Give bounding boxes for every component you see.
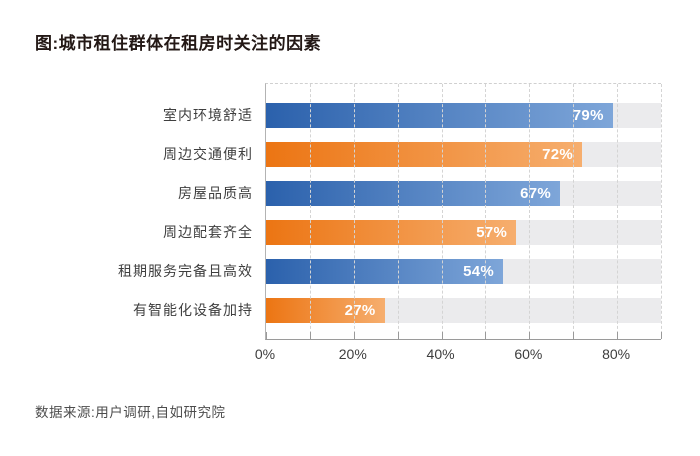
axis-tick bbox=[529, 332, 531, 339]
category-label: 有智能化设备加持 bbox=[133, 301, 253, 318]
x-axis: 0% 20% 40% 60% 80% bbox=[255, 346, 660, 366]
plot-area: 79% 72% 67% 57% 54% 27% bbox=[265, 83, 662, 340]
x-axis-label: 0% bbox=[254, 346, 276, 362]
axis-tick bbox=[441, 332, 443, 339]
axis-tick bbox=[573, 332, 575, 339]
x-axis-label: 40% bbox=[426, 346, 455, 362]
gridline bbox=[485, 84, 487, 339]
axis-tick bbox=[266, 332, 267, 339]
axis-tick bbox=[661, 332, 662, 339]
bar-value-label: 72% bbox=[542, 146, 573, 163]
bar: 67% bbox=[266, 181, 561, 206]
category-label: 室内环境舒适 bbox=[163, 106, 253, 123]
axis-tick bbox=[397, 332, 399, 339]
axis-tick bbox=[353, 332, 355, 339]
bar-row: 57% bbox=[266, 213, 661, 252]
bar-value-label: 79% bbox=[572, 107, 604, 124]
category-labels: 室内环境舒适 周边交通便利房屋品质高周边配套齐全租期服务完备且高效有智能化设备加持 bbox=[0, 95, 253, 329]
bar-row: 67% bbox=[266, 174, 661, 213]
bar: 79% bbox=[266, 103, 613, 128]
gridline bbox=[441, 84, 443, 339]
gridline bbox=[309, 84, 311, 339]
x-axis-label: 80% bbox=[602, 346, 631, 362]
gridline bbox=[573, 84, 575, 339]
category-label: 租期服务完备且高效 bbox=[118, 262, 253, 279]
bar-value-label: 67% bbox=[520, 185, 552, 202]
bar-row: 79% bbox=[266, 96, 661, 135]
bar: 57% bbox=[266, 220, 517, 245]
gridline bbox=[397, 84, 399, 339]
bar-value-label: 54% bbox=[463, 263, 494, 280]
x-axis-label: 60% bbox=[514, 346, 543, 362]
chart-title: 图:城市租住群体在租房时关注的因素 bbox=[35, 34, 322, 53]
axis-tick bbox=[485, 332, 487, 339]
gridline bbox=[617, 84, 619, 339]
bar-row: 54% bbox=[266, 252, 661, 291]
bar-row: 27% bbox=[266, 291, 661, 330]
axis-tick bbox=[617, 332, 619, 339]
gridline bbox=[529, 84, 531, 339]
x-axis-label: 20% bbox=[338, 346, 367, 362]
category-label: 房屋品质高 bbox=[178, 184, 253, 201]
gridline bbox=[661, 84, 662, 339]
bar: 72% bbox=[266, 142, 582, 167]
axis-tick bbox=[309, 332, 311, 339]
category-label: 周边交通便利 bbox=[163, 145, 253, 162]
bar-value-label: 27% bbox=[344, 302, 376, 319]
gridline bbox=[353, 84, 355, 339]
bar: 54% bbox=[266, 259, 503, 284]
bar-row: 72% bbox=[266, 135, 661, 174]
bar: 27% bbox=[266, 298, 385, 323]
bar-value-label: 57% bbox=[476, 224, 508, 241]
category-label: 周边配套齐全 bbox=[163, 223, 253, 240]
source-note: 数据来源:用户调研,自如研究院 bbox=[35, 405, 226, 420]
bar-rows: 79% 72% 67% 57% 54% 27% bbox=[266, 96, 661, 330]
